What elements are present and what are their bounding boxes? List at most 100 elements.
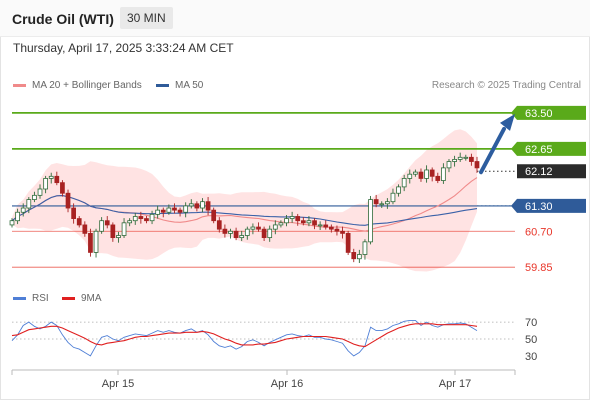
resistance-label-63-50: 63.50	[525, 108, 553, 120]
x-tick-label: Apr 16	[271, 378, 303, 390]
rsi-line	[11, 319, 478, 357]
ma20-swatch	[13, 84, 26, 87]
candle-body	[244, 228, 250, 236]
candle-body	[60, 182, 65, 194]
candle-body	[93, 230, 99, 253]
legend-ma20-label: MA 20 + Bollinger Bands	[32, 80, 142, 91]
candle-body	[194, 203, 200, 209]
candle-body	[233, 230, 239, 239]
candle-body	[295, 216, 301, 222]
candle-body	[26, 199, 32, 209]
candle-body	[37, 188, 43, 196]
candle-body	[88, 232, 93, 253]
candle-body	[356, 254, 362, 260]
ma50-line	[11, 195, 478, 226]
candle-body	[362, 241, 368, 255]
candle-body	[407, 173, 413, 179]
forecast-arrow-head	[500, 113, 515, 131]
legend-rsi: RSI	[13, 293, 49, 304]
candle-body	[261, 228, 267, 239]
rsi-ma-swatch	[62, 297, 75, 300]
candle-body	[222, 228, 228, 234]
legend-ma20: MA 20 + Bollinger Bands	[13, 80, 142, 91]
x-tick-label: Apr 17	[439, 378, 471, 390]
source-credit: Research © 2025 Trading Central	[431, 80, 581, 91]
candle-body	[334, 228, 340, 232]
candle-body	[110, 224, 116, 239]
candle-body	[413, 171, 418, 175]
candle-body	[155, 209, 161, 215]
candle-body	[418, 171, 424, 179]
candle-body	[54, 175, 60, 184]
candle-body	[463, 156, 469, 159]
legend-ma50-label: MA 50	[175, 80, 204, 91]
candle-body	[20, 207, 26, 213]
candle-body	[82, 224, 88, 234]
candle-body	[351, 252, 357, 260]
candle-body	[323, 224, 329, 228]
candle-body	[317, 224, 323, 227]
candle-body	[396, 186, 401, 194]
chart-header: Crude Oil (WTI) 30 MIN	[0, 0, 590, 37]
candle-body	[379, 203, 385, 206]
candle-body	[345, 232, 351, 253]
candle-body	[239, 235, 245, 239]
candle-body	[99, 220, 104, 232]
candle-body	[144, 218, 149, 222]
candle-body	[211, 209, 217, 222]
candle-body	[172, 207, 177, 211]
ma50-swatch	[156, 84, 169, 87]
support-label-59-85: 59.85	[525, 262, 553, 274]
candle-body	[149, 213, 155, 222]
candle-body	[441, 167, 446, 181]
candle-body	[121, 222, 127, 236]
candle-body	[457, 156, 463, 160]
candle-body	[65, 192, 71, 209]
candle-body	[188, 203, 194, 207]
candle-body	[32, 194, 37, 200]
candle-body	[183, 205, 189, 213]
candle-body	[429, 169, 435, 177]
candle-body	[385, 201, 390, 205]
resistance-label-62-65: 62.65	[525, 144, 553, 156]
candle-body	[328, 226, 334, 230]
candle-body	[267, 228, 273, 239]
rsi-tick-30: 30	[525, 351, 537, 363]
rsi-swatch	[13, 297, 26, 300]
candle-body	[435, 175, 441, 181]
candle-body	[177, 209, 183, 213]
candle-body	[104, 220, 110, 226]
candle-body	[300, 220, 306, 224]
candle-body	[452, 159, 457, 162]
candle-body	[284, 218, 289, 224]
rsi-ma-line	[11, 323, 478, 348]
current-price-label: 62.12	[525, 166, 553, 178]
candle-body	[205, 201, 211, 211]
candle-body	[368, 199, 373, 243]
current-price-tag	[517, 164, 586, 179]
legend-rsi-label: RSI	[32, 293, 49, 304]
candle-body	[71, 207, 76, 219]
candle-body	[228, 230, 233, 234]
pivot-label-61-30: 61.30	[525, 201, 553, 213]
candle-body	[76, 218, 82, 226]
rsi-tick-50: 50	[525, 334, 537, 346]
candle-body	[138, 216, 144, 219]
candle-body	[289, 216, 295, 219]
rsi-tick-70: 70	[525, 317, 537, 329]
legend-rsi-ma: 9MA	[62, 293, 102, 304]
candle-body	[340, 230, 345, 234]
candle-body	[401, 178, 407, 188]
candle-body	[256, 226, 261, 230]
candle-body	[424, 169, 429, 179]
support-label-60-70: 60.70	[525, 226, 553, 238]
pivot-tag-61-30	[511, 198, 586, 213]
candle-body	[216, 220, 222, 230]
x-tick-label: Apr 15	[102, 378, 134, 390]
timeframe-badge[interactable]: 30 MIN	[120, 7, 173, 29]
candle-body	[306, 220, 312, 224]
candle-body	[43, 178, 48, 190]
candle-body	[446, 161, 452, 169]
candle-body	[116, 235, 121, 239]
